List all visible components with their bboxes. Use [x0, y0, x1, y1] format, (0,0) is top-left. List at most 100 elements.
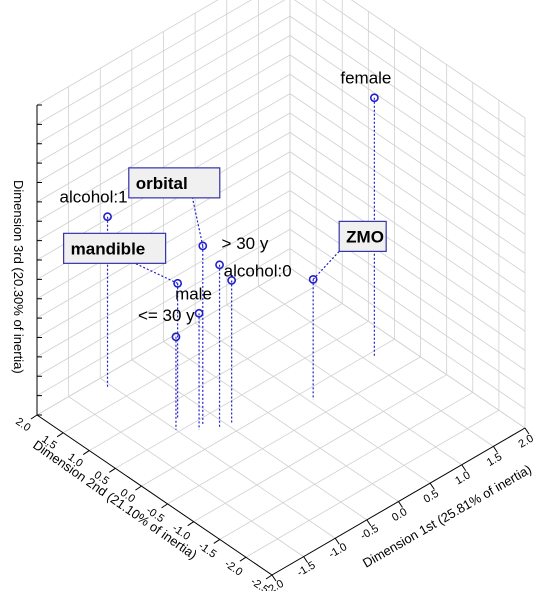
data-point [308, 274, 318, 284]
y-tick-mark [109, 467, 116, 473]
y-tick-mark [265, 574, 273, 580]
wall-grid-line [289, 112, 526, 274]
floor-grid-line [89, 303, 343, 451]
floor-grid-line [62, 285, 317, 434]
x-tick-label: -1.5 [295, 559, 317, 579]
wall-grid-line [289, 170, 526, 332]
wall-grid-line [289, 73, 526, 235]
data-point [369, 93, 379, 103]
wall-grid-line [289, 132, 526, 293]
x-tick-mark [271, 574, 277, 582]
wall-grid-line [36, 248, 291, 396]
wall-grid-line [289, 267, 526, 429]
floor-grid-line [163, 341, 399, 502]
data-point [194, 308, 204, 318]
point-label-male: male [175, 284, 212, 303]
wall-grid-line [294, 0, 526, 158]
chart-grid [36, 0, 526, 576]
wall-grid-line [36, 73, 291, 222]
point-labels: female orbital alcohol:1 > 30 y mandible male… [60, 69, 392, 325]
floor-grid-line [245, 409, 500, 558]
data-point [198, 241, 208, 251]
wall-grid-line [36, 0, 252, 125]
floor-grid-line [167, 356, 421, 505]
floor-grid-line [193, 374, 447, 523]
point-label-mandible: mandible [71, 239, 146, 258]
y-tick-mark [56, 432, 64, 438]
z-axis-title: Dimension 3rd (20.30% of inertia) [11, 180, 26, 374]
label-box-mandible [63, 232, 167, 264]
floor-grid-line [115, 320, 369, 469]
wall-grid-line [36, 54, 291, 203]
wall-grid-line [36, 267, 291, 416]
label-box-orbital [128, 167, 221, 199]
wall-grid-line [289, 209, 526, 371]
wall-grid-line [36, 0, 219, 106]
y-tick-mark [161, 503, 168, 509]
wall-grid-line [36, 228, 291, 377]
y-tick-mark [30, 414, 38, 420]
x-tick-mark [303, 556, 309, 563]
floor-grid-line [100, 377, 336, 539]
wall-grid-line [289, 248, 526, 409]
data-point [215, 260, 224, 270]
point-label-female: female [340, 69, 391, 88]
floor-grid-line [131, 359, 368, 521]
floor-grid-line [219, 392, 473, 540]
x-axis-title: Dimension 1st (25.81% of inertia) [360, 462, 534, 571]
label-leader-line [191, 197, 204, 246]
wall-grid-line [289, 35, 526, 196]
point-label-30-y: > 30 y [222, 234, 269, 253]
wall-grid-line [36, 15, 291, 164]
data-point [173, 278, 183, 288]
x-tick-label: 2.0 [517, 433, 536, 451]
wall-grid-line [36, 151, 291, 300]
x-tick-label: -0.5 [358, 523, 380, 543]
x-tick-label: 1.5 [485, 451, 504, 469]
wall-grid-line [36, 93, 291, 241]
label-box-zmo [338, 220, 387, 252]
wall-grid-line [36, 0, 286, 145]
x-tick-mark [366, 519, 372, 527]
wall-grid-line [36, 35, 291, 183]
label-leader-line [312, 250, 340, 280]
point-label-orbital: orbital [136, 174, 188, 193]
data-point [103, 212, 112, 222]
wall-grid-line [289, 190, 526, 351]
y-tick-mark [82, 450, 90, 455]
wall-grid-line [36, 209, 291, 358]
x-tick-mark [429, 482, 435, 490]
wall-grid-line [36, 190, 291, 338]
data-point [171, 332, 181, 342]
wall-grid-line [289, 151, 526, 313]
x-tick-mark [334, 537, 340, 545]
y-tick-label: 2.0 [13, 416, 32, 435]
x-tick-mark [492, 446, 498, 453]
x-tick-mark [398, 501, 403, 508]
data-point [227, 276, 237, 285]
floor-grid-line [258, 286, 494, 447]
floor-grid-line [68, 396, 304, 557]
x-tick-label: 1.0 [453, 469, 472, 487]
x-tick-mark [461, 464, 467, 472]
point-label-zmo: ZMO [346, 227, 384, 246]
y-tick-mark [135, 485, 142, 491]
point-label-alcohol-0: alcohol:0 [224, 261, 292, 280]
wall-grid-line [289, 54, 526, 216]
wall-grid-line [289, 15, 526, 177]
point-label-alcohol-1: alcohol:1 [60, 188, 128, 207]
y-tick-mark [187, 521, 194, 527]
y-tick-mark [213, 539, 221, 544]
x-tick-mark [524, 427, 530, 435]
x-tick-label: -1.0 [327, 541, 349, 561]
wall-grid-line [289, 228, 526, 390]
wall-grid-line [322, 0, 526, 138]
data-points [103, 93, 379, 342]
point-label-30-y: <= 30 y [138, 306, 195, 325]
label-leader-line [134, 262, 178, 284]
floor-grid-line [194, 322, 431, 484]
y-tick-label: -2.0 [222, 558, 244, 579]
y-tick-mark [239, 556, 247, 562]
floor-grid-line [141, 338, 395, 487]
